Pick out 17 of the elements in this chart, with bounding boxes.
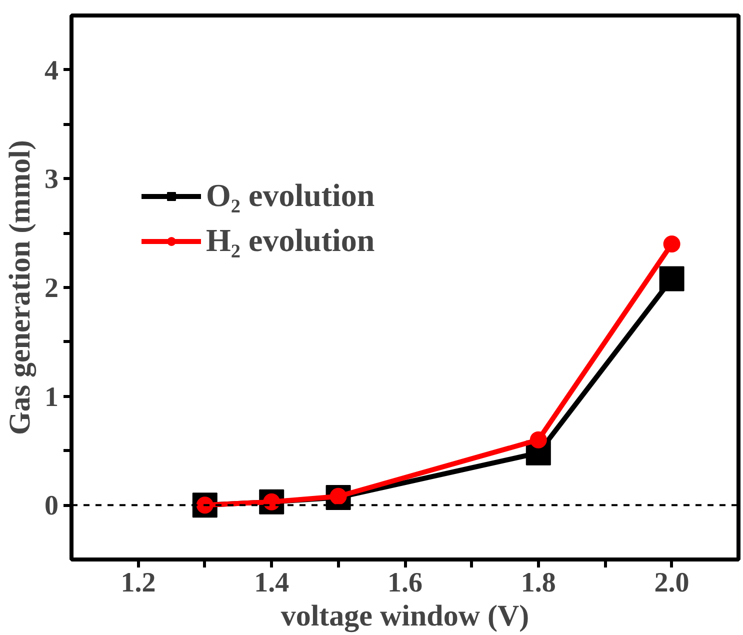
point <box>530 431 547 448</box>
x-tick-label: 1.4 <box>254 568 290 598</box>
legend-label: O₂ evolution <box>206 177 375 214</box>
y-axis-title: Gas generation (mmol) <box>4 140 36 435</box>
x-tick-label: 1.6 <box>388 568 422 598</box>
y-tick-label: 0 <box>44 490 58 522</box>
point <box>663 235 680 252</box>
x-tick-label: 1.2 <box>120 568 156 598</box>
point <box>659 266 684 292</box>
y-tick-label: 2 <box>44 273 58 304</box>
y-tick-label: 3 <box>44 164 58 196</box>
legend-label: H₂ evolution <box>206 222 375 259</box>
y-tick-label: 1 <box>44 382 58 413</box>
x-tick-label: 2.0 <box>654 568 690 598</box>
y-tick-label: 4 <box>44 55 58 86</box>
x-axis-title: voltage window (V) <box>280 600 530 632</box>
x-tick-label: 1.8 <box>520 568 556 598</box>
